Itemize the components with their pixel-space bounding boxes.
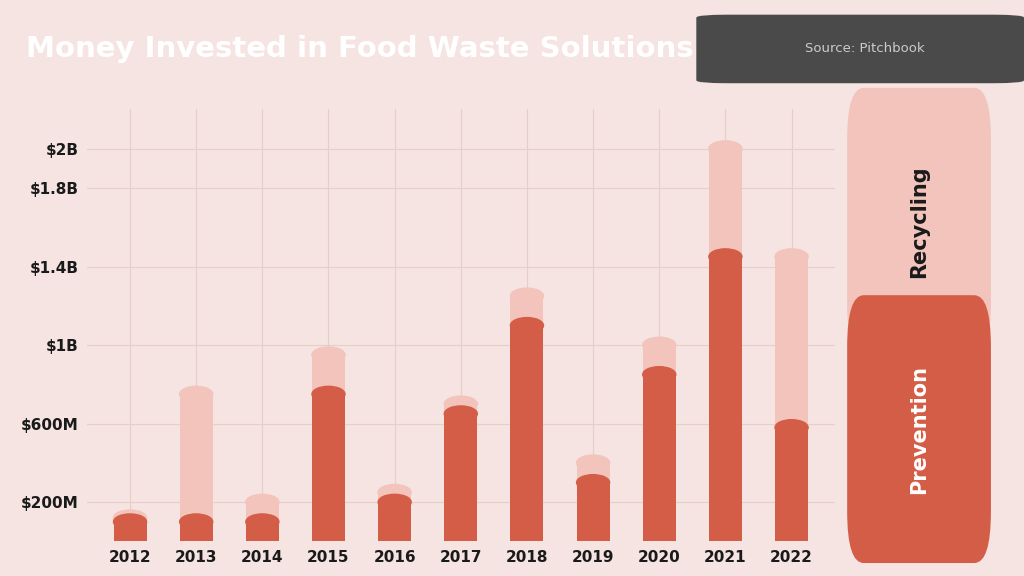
Bar [709, 149, 742, 541]
Ellipse shape [444, 396, 477, 412]
Ellipse shape [775, 249, 808, 264]
FancyBboxPatch shape [696, 15, 1024, 84]
Ellipse shape [312, 386, 345, 402]
Bar [312, 355, 345, 541]
Ellipse shape [246, 494, 279, 510]
Bar [709, 257, 742, 541]
Bar [312, 394, 345, 541]
Ellipse shape [510, 317, 544, 334]
Ellipse shape [775, 420, 808, 435]
Bar [510, 325, 544, 541]
Bar [775, 427, 808, 541]
Bar [444, 404, 477, 541]
Ellipse shape [577, 475, 609, 490]
Ellipse shape [179, 386, 213, 402]
Text: Source: Pitchbook: Source: Pitchbook [806, 43, 925, 55]
Text: Money Invested in Food Waste Solutions: Money Invested in Food Waste Solutions [26, 35, 693, 63]
Ellipse shape [643, 367, 676, 382]
Bar [114, 518, 146, 541]
Ellipse shape [577, 455, 609, 471]
Bar [444, 414, 477, 541]
Ellipse shape [709, 249, 742, 264]
FancyBboxPatch shape [847, 88, 991, 355]
Ellipse shape [114, 510, 146, 526]
Text: Prevention: Prevention [909, 365, 929, 494]
Bar [179, 394, 213, 541]
Bar [643, 374, 676, 541]
Bar [378, 492, 412, 541]
Bar [246, 502, 279, 541]
Ellipse shape [510, 288, 544, 304]
Bar [246, 522, 279, 541]
Ellipse shape [246, 514, 279, 530]
Ellipse shape [709, 141, 742, 157]
Bar [577, 463, 609, 541]
Bar [179, 522, 213, 541]
Bar [643, 345, 676, 541]
Ellipse shape [378, 494, 412, 510]
Ellipse shape [444, 406, 477, 422]
Bar [577, 483, 609, 541]
Ellipse shape [378, 484, 412, 500]
Bar [775, 257, 808, 541]
Ellipse shape [114, 514, 146, 530]
FancyBboxPatch shape [847, 295, 991, 563]
Bar [510, 296, 544, 541]
Ellipse shape [643, 337, 676, 353]
Ellipse shape [312, 347, 345, 363]
Text: Recycling: Recycling [909, 165, 929, 278]
Bar [114, 522, 146, 541]
Bar [378, 502, 412, 541]
Ellipse shape [179, 514, 213, 530]
